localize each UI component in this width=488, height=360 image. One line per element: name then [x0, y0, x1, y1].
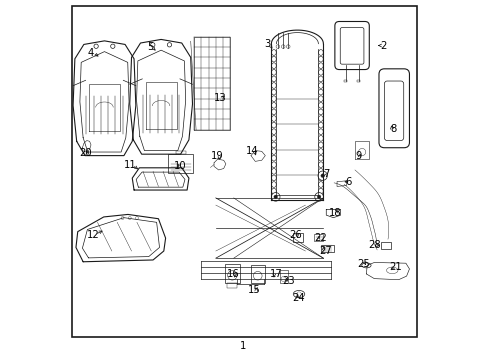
Bar	[168, 154, 192, 173]
Text: 13: 13	[213, 93, 226, 103]
Bar	[227, 283, 237, 288]
Text: 3: 3	[264, 40, 270, 49]
FancyBboxPatch shape	[378, 69, 408, 148]
Text: 6: 6	[345, 177, 351, 187]
Bar	[314, 234, 323, 241]
Text: 2: 2	[380, 41, 386, 50]
Ellipse shape	[293, 291, 304, 298]
Text: 4: 4	[88, 48, 94, 58]
Circle shape	[320, 174, 324, 177]
Text: 15: 15	[247, 285, 261, 296]
Text: 9: 9	[355, 150, 361, 161]
Text: 20: 20	[80, 148, 92, 158]
Text: 5: 5	[147, 42, 153, 52]
FancyBboxPatch shape	[334, 22, 368, 69]
Circle shape	[317, 195, 320, 199]
Text: 28: 28	[367, 240, 380, 250]
Text: 10: 10	[174, 161, 186, 171]
Text: 25: 25	[356, 259, 369, 269]
Bar	[344, 80, 346, 82]
Bar	[356, 80, 359, 82]
Text: 22: 22	[313, 233, 326, 243]
Text: 16: 16	[226, 269, 239, 279]
Text: 17: 17	[269, 269, 282, 279]
Bar	[292, 233, 303, 242]
Text: 19: 19	[211, 150, 224, 161]
Bar	[176, 150, 186, 154]
Bar	[224, 264, 239, 283]
Text: 12: 12	[86, 230, 100, 239]
Text: 21: 21	[388, 262, 402, 272]
Circle shape	[317, 171, 326, 180]
Bar	[279, 270, 287, 283]
Text: 27: 27	[318, 246, 331, 256]
Text: 18: 18	[328, 208, 341, 218]
Text: 7: 7	[323, 168, 329, 179]
Circle shape	[271, 193, 280, 201]
Bar	[320, 244, 333, 252]
Text: 24: 24	[292, 293, 305, 303]
Circle shape	[314, 193, 323, 201]
Text: 14: 14	[245, 145, 258, 156]
Text: 11: 11	[124, 160, 137, 170]
Bar	[250, 265, 264, 283]
Text: 23: 23	[282, 276, 294, 286]
Text: 8: 8	[390, 124, 396, 134]
Bar	[380, 242, 390, 249]
Circle shape	[273, 195, 277, 199]
Text: 1: 1	[239, 341, 245, 351]
Text: 26: 26	[288, 230, 301, 239]
